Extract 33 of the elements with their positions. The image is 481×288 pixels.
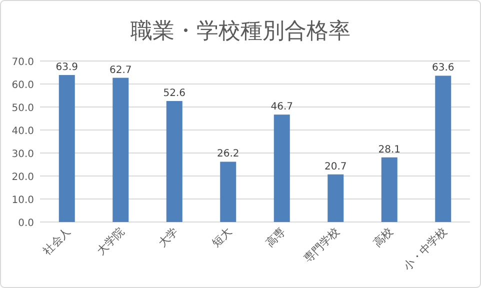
x-tick-label: 高専: [263, 224, 288, 250]
data-label: 46.7: [270, 102, 294, 113]
x-tick-label: 専門学校: [301, 224, 342, 266]
y-tick-label: 0.0: [18, 218, 34, 229]
bar: [220, 162, 236, 222]
y-tick-label: 60.0: [12, 80, 34, 91]
data-label: 26.2: [216, 148, 240, 160]
y-tick-label: 20.0: [12, 172, 34, 183]
x-tick-label: 大学: [156, 224, 180, 250]
y-tick-label: 10.0: [12, 195, 34, 206]
bar: [166, 101, 182, 222]
bar: [328, 174, 344, 222]
data-label: 63.6: [432, 62, 454, 74]
x-tick-label: 小・中学校: [401, 224, 450, 274]
y-tick-label: 50.0: [12, 103, 34, 114]
bar: [112, 78, 129, 222]
y-tick-label: 40.0: [12, 126, 34, 137]
x-tick-label: 大学院: [94, 224, 127, 258]
y-tick-label: 70.0: [12, 57, 34, 68]
data-label: 52.6: [163, 88, 186, 100]
bar: [381, 157, 398, 222]
y-tick-label: 30.0: [12, 149, 34, 160]
x-tick-label: 高校: [370, 224, 396, 250]
bar: [435, 76, 452, 222]
data-label: 28.1: [378, 144, 401, 156]
x-tick-label: 社会人: [40, 224, 73, 258]
chart-title: 職業・学校種別合格率: [130, 19, 350, 44]
x-tick-label: 短大: [210, 224, 234, 250]
bar: [58, 75, 75, 222]
data-label: 63.9: [56, 62, 78, 74]
data-label: 62.7: [109, 64, 132, 76]
bar: [274, 114, 290, 222]
data-label: 20.7: [324, 161, 347, 172]
